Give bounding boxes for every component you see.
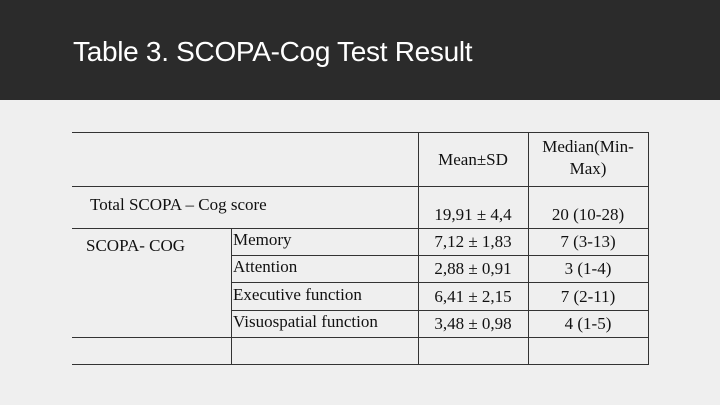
rule — [648, 132, 649, 364]
rule — [72, 364, 649, 365]
rule — [72, 228, 649, 229]
rule — [231, 282, 649, 283]
cell: 20 (10-28) — [551, 205, 625, 224]
cell: 7 (3-13) — [560, 232, 616, 251]
cell: 3 (1-4) — [564, 259, 612, 278]
slide-title: Table 3. SCOPA-Cog Test Result — [73, 36, 473, 67]
cell: 7 (2-11) — [560, 287, 616, 306]
rule — [231, 228, 232, 364]
rule — [72, 337, 649, 338]
row-label: Attention — [233, 257, 298, 276]
row-label: Memory — [233, 230, 292, 249]
group-label: SCOPA- COG — [86, 236, 186, 255]
cell: 4 (1-5) — [564, 314, 612, 333]
cell: 19,91 ± 4,4 — [434, 205, 512, 224]
cell: 6,41 ± 2,15 — [434, 287, 512, 306]
rule — [418, 132, 419, 364]
row-label: Total SCOPA – Cog score — [90, 195, 267, 214]
column-header: Median(Min-Max) — [542, 137, 634, 178]
cell: 3,48 ± 0,98 — [434, 314, 512, 333]
rule — [72, 132, 649, 133]
header-bar — [0, 0, 720, 100]
cell: 2,88 ± 0,91 — [434, 259, 512, 278]
row-label: Executive function — [233, 285, 362, 304]
rule — [231, 310, 649, 311]
row-label: Visuospatial function — [233, 312, 378, 331]
rule — [72, 186, 649, 187]
rule — [528, 132, 529, 364]
column-header: Mean±SD — [438, 150, 508, 169]
cell: 7,12 ± 1,83 — [434, 232, 512, 251]
rule — [231, 255, 649, 256]
